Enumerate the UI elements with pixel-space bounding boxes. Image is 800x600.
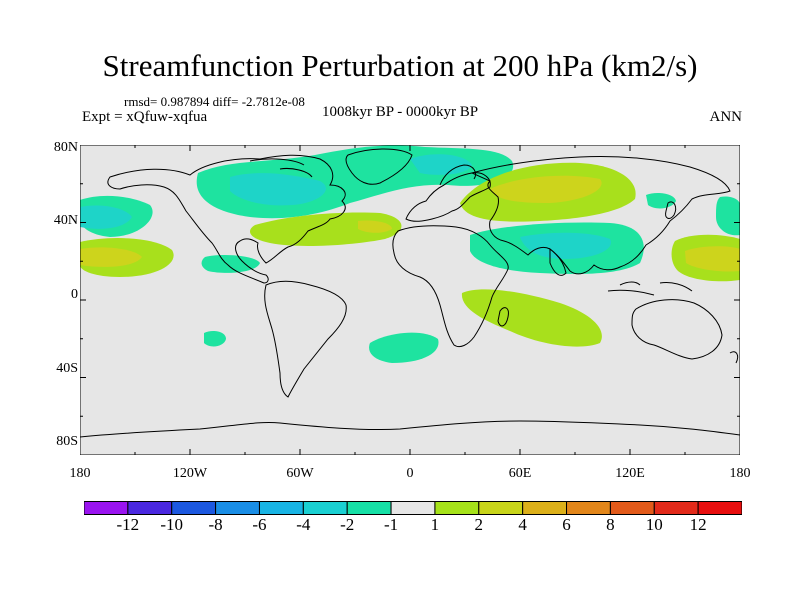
coastlines — [80, 148, 740, 438]
colorbar-box — [346, 501, 392, 515]
streamfunction-map — [80, 145, 740, 455]
contour-neg-npacific-w-core — [80, 205, 132, 229]
contour-neg-atlantic-core — [410, 154, 472, 175]
chart-title: Streamfunction Perturbation at 200 hPa (… — [102, 48, 698, 83]
x-label-60e: 60E — [508, 466, 532, 481]
contour-neg-japan — [646, 193, 676, 209]
colorbar-label: -1 — [383, 515, 399, 534]
contour-pos-eurasia-core — [490, 175, 602, 203]
colorbar-box — [302, 501, 348, 515]
colorbar-box — [697, 501, 742, 515]
map-background — [80, 145, 740, 455]
colorbar-box — [434, 501, 480, 515]
coast-indonesia — [607, 281, 693, 296]
colorbar-box — [390, 501, 436, 515]
colorbar-box — [609, 501, 655, 515]
x-label-180w: 180 — [69, 466, 91, 481]
colorbar-box — [653, 501, 699, 515]
y-label-80s: 80S — [56, 434, 78, 449]
x-label-0: 0 — [406, 466, 414, 481]
colorbar-box — [258, 501, 304, 515]
colorbar-label: 4 — [518, 515, 527, 534]
colorbar-label: 6 — [562, 515, 571, 534]
x-label-180e: 180 — [729, 466, 751, 481]
colorbar-label: -4 — [296, 515, 311, 534]
colorbar-box — [566, 501, 611, 515]
colorbar-label: 1 — [430, 515, 440, 534]
y-label-40s: 40S — [56, 361, 78, 376]
experiment-label: Expt = xQfuw-xqfua — [82, 109, 208, 125]
contour-neg-npacific-e — [716, 196, 740, 236]
colorbar-label: -10 — [160, 515, 184, 534]
contour-pos-pacific-w-core — [80, 247, 142, 267]
axis-ticks — [80, 145, 740, 455]
colorbar-box — [215, 501, 260, 515]
colorbar-label: 2 — [474, 515, 484, 534]
x-label-120w: 120W — [172, 466, 208, 481]
stats-label: rmsd= 0.987894 diff= -2.7812e-08 — [124, 94, 305, 109]
colorbar-label: -6 — [252, 515, 267, 534]
contour-neg-spacific — [204, 331, 226, 347]
coast-japan — [665, 201, 677, 219]
y-label-40n: 40N — [53, 213, 78, 228]
coast-asia — [470, 155, 731, 275]
contour-neg-canada-core — [230, 173, 326, 206]
contour-neg-mexico — [201, 255, 260, 273]
contour-pos-indian — [461, 289, 602, 347]
colorbar-box — [127, 501, 173, 515]
colorbar-label: 10 — [645, 515, 663, 534]
y-label-equator: 0 — [71, 287, 78, 302]
coast-antarctica — [80, 420, 740, 438]
coast-india — [549, 247, 567, 276]
x-label-60w: 60W — [286, 466, 314, 481]
colorbar-label: -8 — [208, 515, 223, 534]
colorbar-label: -12 — [116, 515, 140, 534]
colorbar — [84, 501, 742, 515]
coast-new-zealand — [729, 351, 739, 364]
contour-neg-satlantic — [369, 332, 439, 363]
coast-africa — [392, 225, 509, 348]
contour-pos-pacific-e-core — [685, 246, 740, 272]
colorbar-box — [84, 501, 129, 515]
colorbar-box — [522, 501, 568, 515]
coast-canada-islands — [249, 158, 313, 178]
contour-regions — [80, 145, 740, 363]
period-label: 1008kyr BP - 0000kyr BP — [322, 104, 479, 120]
colorbar-box — [171, 501, 217, 515]
coast-south-america — [264, 280, 347, 398]
coast-australia — [631, 299, 723, 360]
coast-north-america — [107, 154, 346, 284]
colorbar-label: -2 — [340, 515, 355, 534]
contour-pos-atlantic-core — [358, 220, 392, 233]
coast-europe — [405, 172, 491, 222]
coast-madagascar — [497, 307, 509, 327]
season-label: ANN — [709, 109, 743, 125]
colorbar-label: 12 — [689, 515, 707, 534]
colorbar-box — [478, 501, 524, 515]
x-label-120e: 120E — [615, 466, 645, 481]
coast-greenland — [345, 148, 413, 185]
colorbar-label: 8 — [606, 515, 615, 534]
coast-scandinavia — [439, 164, 477, 186]
y-label-80n: 80N — [53, 140, 78, 155]
contour-neg-asia-core — [520, 232, 612, 259]
